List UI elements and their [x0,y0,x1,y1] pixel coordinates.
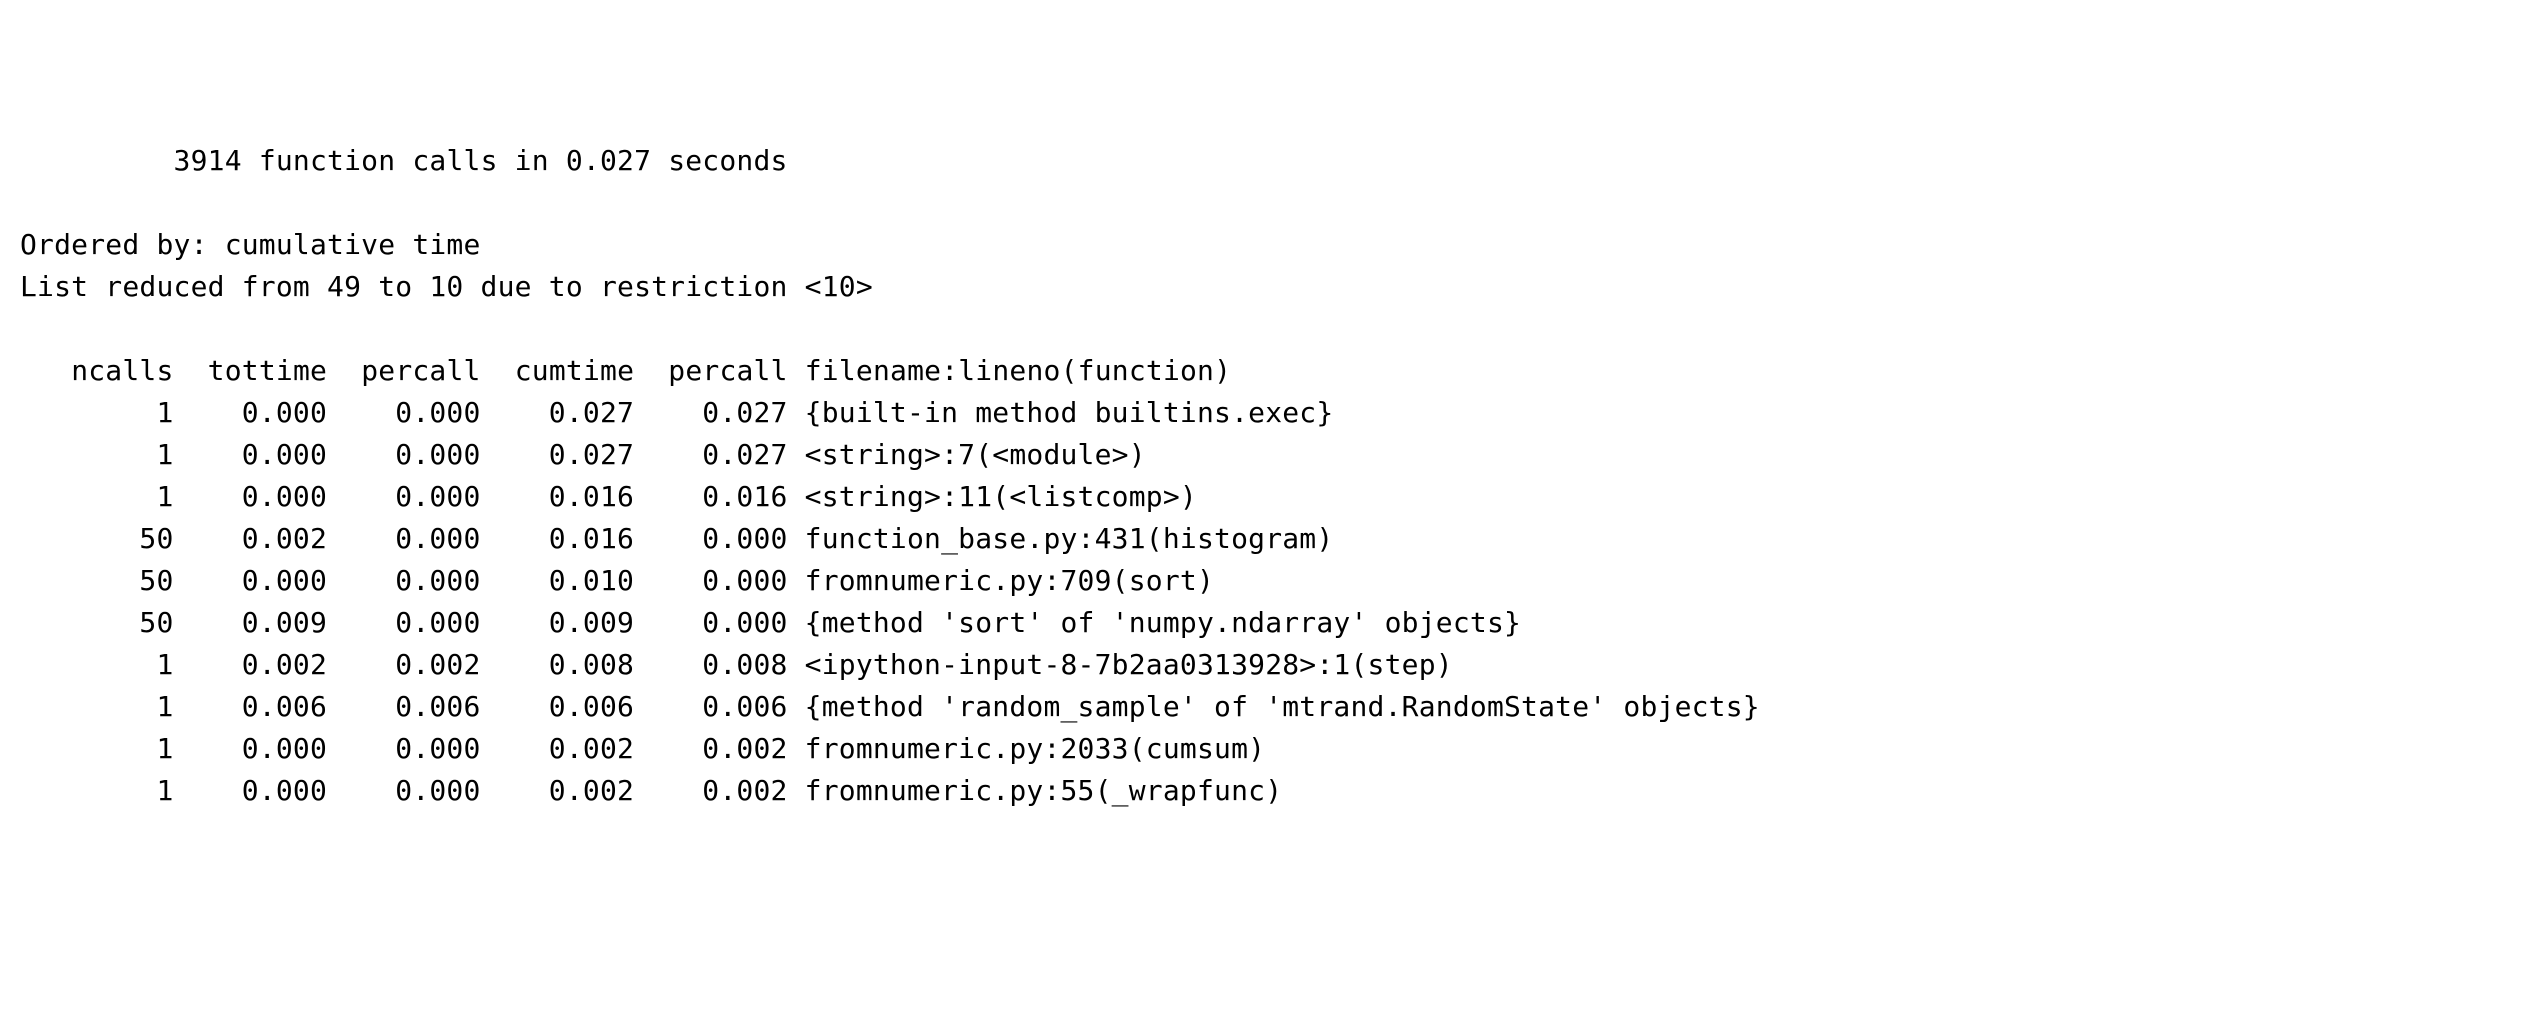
table-row: 1 0.000 0.000 0.016 0.016 <string>:11(<l… [20,480,1197,513]
profiler-output: 3914 function calls in 0.027 seconds Ord… [20,140,2526,812]
table-row: 1 0.000 0.000 0.027 0.027 {built-in meth… [20,396,1333,429]
col-ncalls: ncalls [71,354,173,387]
ordered-by-line: Ordered by: cumulative time [20,228,481,261]
table-row: 1 0.006 0.006 0.006 0.006 {method 'rando… [20,690,1760,723]
table-row: 1 0.000 0.000 0.002 0.002 fromnumeric.py… [20,774,1282,807]
table-row: 1 0.002 0.002 0.008 0.008 <ipython-input… [20,648,1453,681]
table-row: 50 0.000 0.000 0.010 0.000 fromnumeric.p… [20,564,1214,597]
col-percall1: percall [361,354,480,387]
table-row: 50 0.009 0.000 0.009 0.000 {method 'sort… [20,606,1521,639]
col-cumtime: cumtime [515,354,634,387]
summary-line: 3914 function calls in 0.027 seconds [20,144,788,177]
list-reduced-line: List reduced from 49 to 10 due to restri… [20,270,873,303]
table-row: 1 0.000 0.000 0.002 0.002 fromnumeric.py… [20,732,1265,765]
summary-indent [20,144,174,177]
summary-text: 3914 function calls in 0.027 seconds [174,144,788,177]
table-row: 1 0.000 0.000 0.027 0.027 <string>:7(<mo… [20,438,1146,471]
col-filename: filename:lineno(function) [805,354,1231,387]
col-tottime: tottime [208,354,327,387]
column-header-row: ncalls tottime percall cumtime percall f… [20,354,1231,387]
table-rows: 1 0.000 0.000 0.027 0.027 {built-in meth… [20,396,1760,807]
table-row: 50 0.002 0.000 0.016 0.000 function_base… [20,522,1333,555]
col-percall2: percall [668,354,787,387]
